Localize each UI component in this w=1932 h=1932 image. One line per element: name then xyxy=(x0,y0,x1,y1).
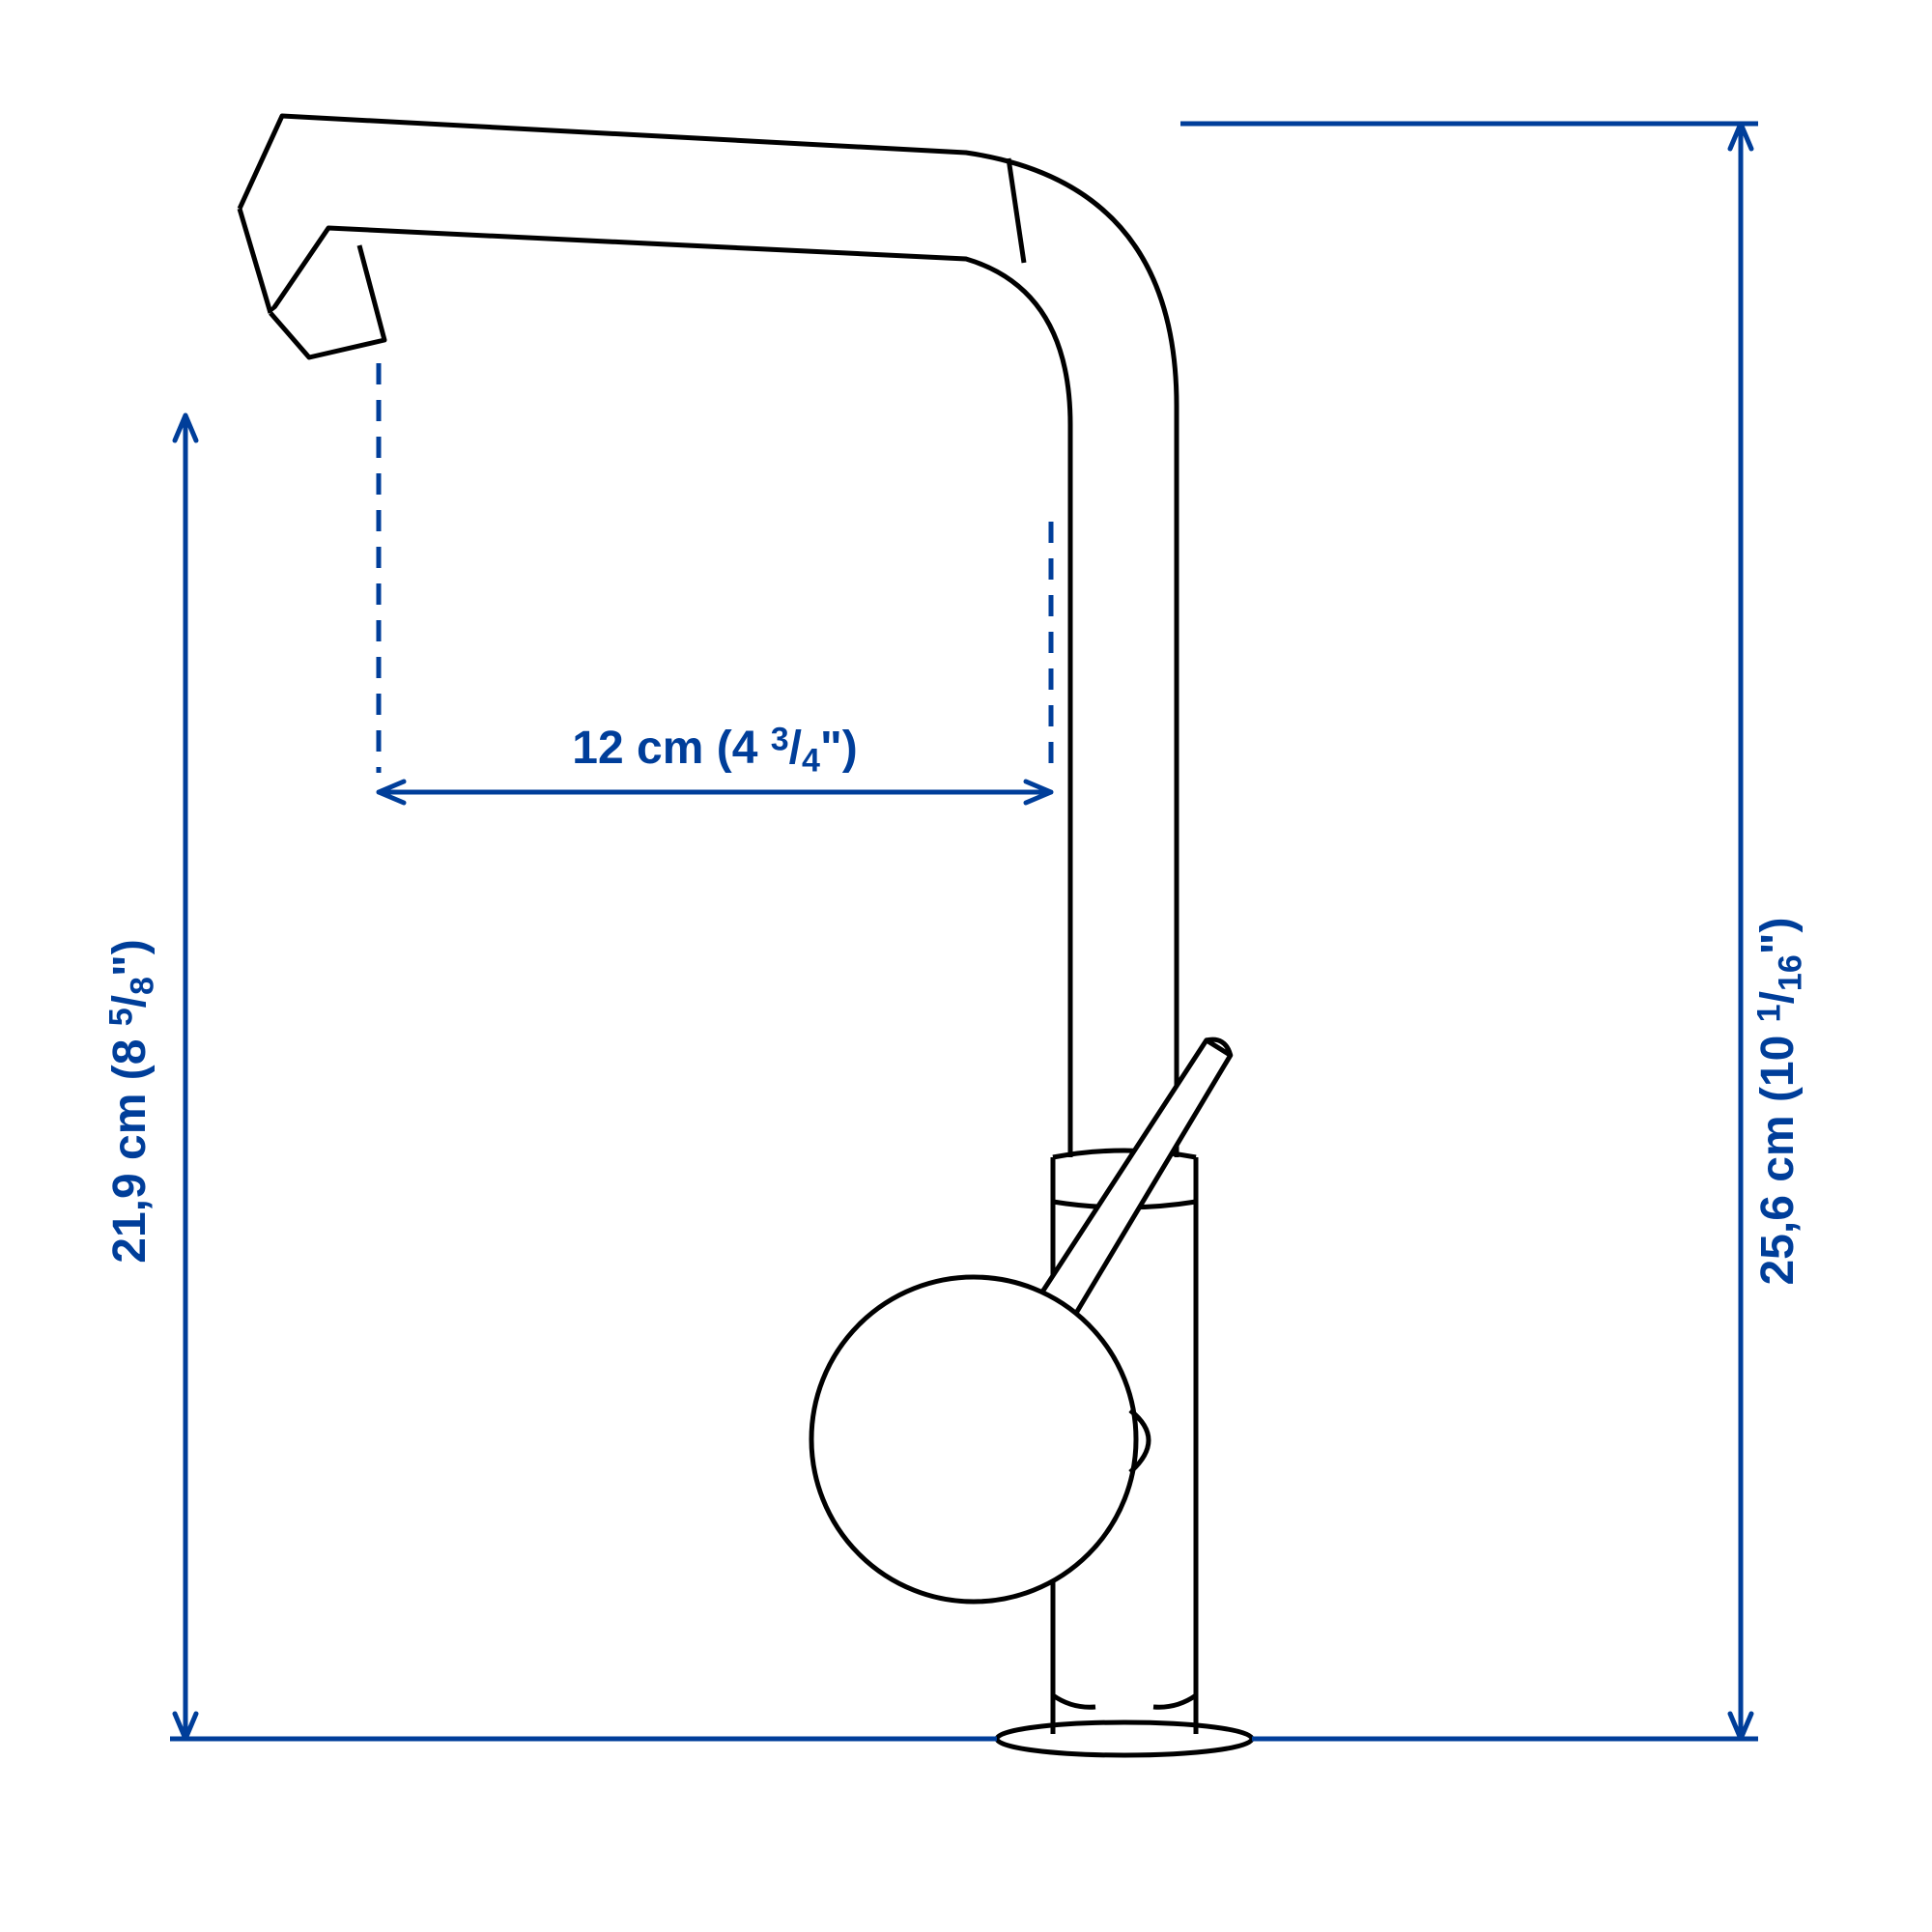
faucet-outline xyxy=(240,116,1252,1755)
faucet-dimension-diagram: 21,9 cm (8 5/8") 25,6 cm (10 1/16") 12 cm … xyxy=(0,0,1932,1932)
dimension-label-right-height: 25,6 cm (10 1/16") xyxy=(1751,917,1809,1285)
dimension-label-spout-reach: 12 cm (4 3/4") xyxy=(572,722,857,780)
dimension-label-left-height: 21,9 cm (8 5/8") xyxy=(103,939,161,1263)
